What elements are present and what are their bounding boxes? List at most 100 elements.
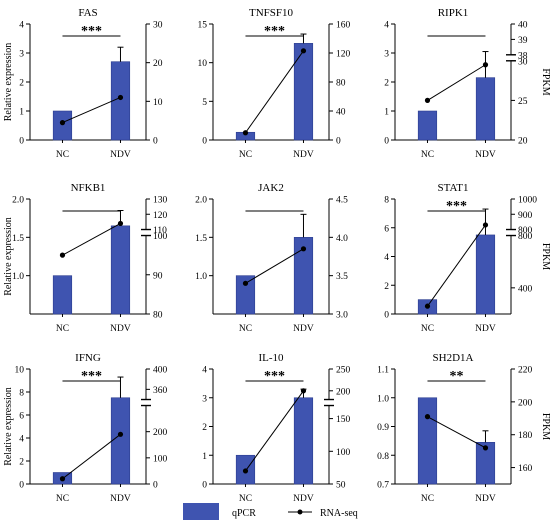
right-tick-label: 150	[336, 415, 351, 425]
legend-rnaseq-marker	[297, 509, 303, 515]
right-tick-label: 80	[336, 79, 346, 89]
left-tick-label: 0	[19, 137, 24, 147]
left-tick-label: 6	[19, 412, 24, 422]
category-label: NC	[56, 150, 69, 160]
panel-sh2d1a: SH2D1A 0.7 0.8 0.9 1.0 1.1 160 180 200 220 FPKM NC N…	[377, 352, 550, 504]
left-tick-label: 4	[202, 366, 207, 376]
panel-fas: FAS 0 1 2 3 4 0 10 20 30 Relative expression NC NDV *…	[3, 7, 163, 160]
left-tick-label: 15	[198, 21, 208, 31]
left-tick-label: 2.0	[195, 196, 207, 206]
left-tick-label: 3	[19, 50, 24, 60]
right-tick-label: 130	[153, 196, 168, 206]
left-tick-label: 0	[202, 481, 207, 491]
category-label: NC	[421, 324, 434, 334]
qpcr-bar	[417, 397, 438, 485]
legend: qPCR RNA-seq	[183, 503, 358, 520]
rnaseq-point	[482, 222, 489, 228]
right-tick-label: 3.0	[336, 311, 348, 321]
right-tick-label: 200	[336, 387, 351, 397]
left-tick-label: 6	[384, 224, 389, 234]
right-tick-label: 100	[153, 454, 168, 464]
right-tick-label: 4.5	[336, 196, 348, 206]
left-tick-label: 2	[384, 79, 389, 89]
left-tick-label: 1.5	[195, 234, 207, 244]
left-tick-label: 0	[384, 137, 389, 147]
panel-title: SH2D1A	[433, 352, 474, 364]
category-label: NC	[421, 150, 434, 160]
panel-title: JAK2	[258, 182, 284, 194]
right-tick-label: 100	[336, 448, 351, 458]
right-tick-label: 0	[153, 137, 158, 147]
category-label: NC	[239, 324, 252, 334]
rnaseq-point	[424, 414, 431, 420]
right-tick-label: 3.5	[336, 272, 348, 282]
right-tick-label: 30	[153, 21, 163, 31]
qpcr-bar	[475, 234, 496, 315]
rnaseq-point	[300, 388, 307, 394]
panel-tnfsf10: TNFSF10 0 5 10 15 0 40 80 120 160 NC NDV ***	[198, 7, 351, 160]
significance-marker: ***	[81, 24, 102, 39]
panel-title: RIPK1	[438, 7, 469, 19]
right-tick-label: 160	[518, 464, 533, 474]
right-tick-label: 20	[153, 59, 163, 69]
right-tick-label: 50	[336, 481, 346, 491]
left-tick-label: 1	[202, 452, 207, 462]
left-tick-label: 1	[384, 108, 389, 118]
category-label: NDV	[475, 150, 496, 160]
right-tick-label: 0	[153, 481, 158, 491]
right-tick-label: 40	[518, 21, 528, 31]
right-tick-label: 40	[336, 108, 346, 118]
right-axis-label: FPKM	[540, 68, 550, 95]
rnaseq-line	[427, 224, 486, 307]
left-tick-label: 10	[198, 59, 208, 69]
right-axis-label: FPKM	[540, 413, 550, 440]
right-tick-label: 200	[153, 428, 168, 438]
left-tick-label: 5	[202, 98, 207, 108]
category-label: NC	[56, 494, 69, 504]
rnaseq-point	[300, 48, 307, 54]
significance-marker: ***	[264, 369, 285, 384]
left-tick-label: 4	[384, 253, 389, 263]
significance-marker: **	[449, 369, 463, 384]
qpcr-bar	[110, 225, 131, 315]
left-tick-label: 3	[202, 394, 207, 404]
significance-marker: ***	[81, 369, 102, 384]
rnaseq-line	[427, 416, 486, 449]
right-tick-label: 100	[153, 232, 168, 242]
category-label: NC	[239, 494, 252, 504]
left-tick-label: 0	[19, 481, 24, 491]
category-label: NDV	[110, 324, 131, 334]
right-tick-label: 39	[518, 36, 528, 46]
qpcr-bar	[110, 397, 131, 485]
right-tick-label: 80	[153, 311, 163, 321]
right-tick-label: 4.0	[336, 234, 348, 244]
significance-marker: ***	[446, 199, 467, 214]
right-tick-label: 38	[518, 51, 528, 61]
panel-jak2: JAK2 1.0 1.5 2.0 3.0 3.5 4.0 4.5 NC NDV	[195, 182, 348, 334]
right-tick-label: 30	[518, 57, 528, 67]
left-tick-label: 0.7	[377, 481, 389, 491]
right-tick-label: 120	[336, 50, 351, 60]
qpcr-bar	[293, 397, 314, 485]
rnaseq-point	[482, 62, 489, 68]
panel-title: IFNG	[75, 352, 101, 364]
rnaseq-line	[245, 248, 304, 284]
rnaseq-point	[424, 303, 431, 309]
legend-qpcr-label: qPCR	[232, 508, 256, 519]
rnaseq-line	[62, 97, 121, 124]
left-tick-label: 2.0	[12, 196, 24, 206]
left-tick-label: 1.1	[377, 366, 389, 376]
qpcr-bar	[293, 43, 314, 141]
right-tick-label: 400	[153, 366, 168, 376]
category-label: NC	[239, 150, 252, 160]
legend-rnaseq-label: RNA-seq	[320, 508, 358, 519]
left-axis-label: Relative expression	[3, 387, 14, 466]
rnaseq-line	[245, 390, 304, 472]
left-tick-label: 4	[19, 435, 24, 445]
qpcr-bar	[110, 61, 131, 141]
left-tick-label: 10	[15, 366, 25, 376]
rnaseq-point	[300, 246, 307, 252]
